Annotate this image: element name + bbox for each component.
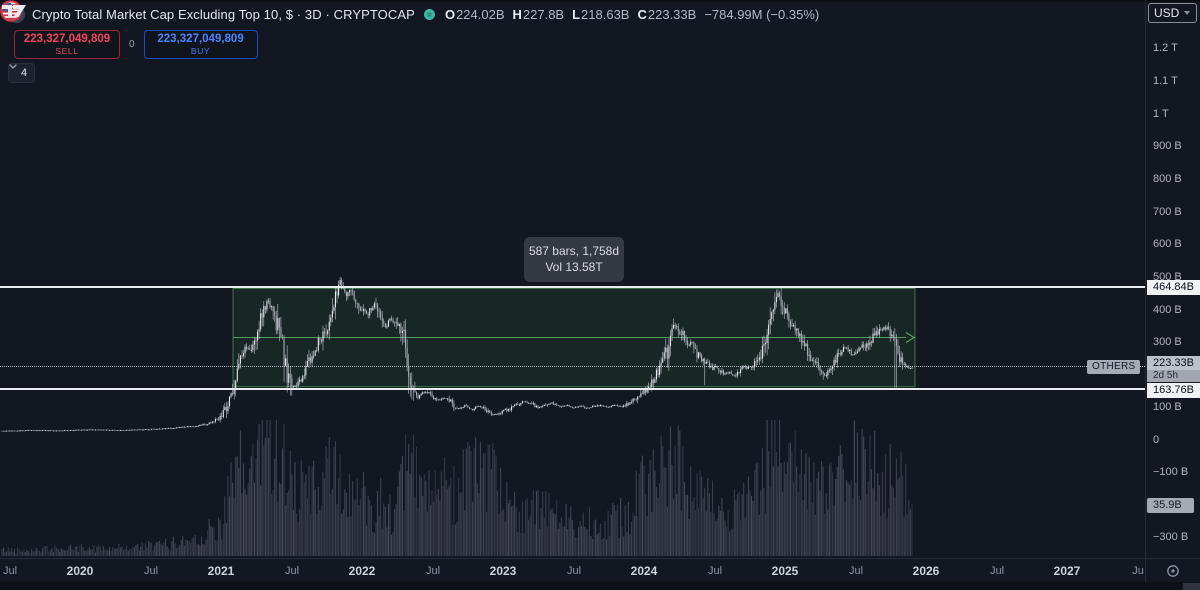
- chart-canvas[interactable]: [0, 0, 1145, 558]
- price-tick: 800 B: [1153, 173, 1182, 185]
- time-tick: 2026: [912, 563, 940, 578]
- buy-button[interactable]: 223,327,049,809 BUY: [143, 30, 258, 59]
- legend: C Crypto Total Market Cap Excluding Top …: [8, 6, 819, 23]
- price-tick: −300 B: [1153, 531, 1189, 543]
- series-name-label: OTHERS: [1087, 360, 1141, 374]
- chevron-down-icon: [1184, 11, 1191, 15]
- bar-countdown: 2d 5h: [1147, 370, 1200, 382]
- range-tooltip-bars: 587 bars, 1,758d: [528, 244, 620, 258]
- sell-button[interactable]: 223,327,049,809 SELL: [14, 30, 120, 59]
- time-tick: Jul: [848, 564, 864, 577]
- window-top-edge: [0, 0, 1200, 2]
- high-label: H: [512, 7, 522, 22]
- tradingview-logo-icon[interactable]: [0, 0, 30, 22]
- price-tick: 600 B: [1153, 238, 1182, 250]
- time-tick: Jul: [425, 564, 441, 577]
- time-tick: 2027: [1053, 563, 1081, 578]
- price-tick: 700 B: [1153, 206, 1182, 218]
- symbol-title[interactable]: Crypto Total Market Cap Excluding Top 10…: [32, 7, 415, 22]
- currency-button[interactable]: USD: [1148, 3, 1197, 23]
- high-value: 227.8B: [522, 7, 565, 22]
- time-tick: Ju: [1132, 564, 1144, 577]
- ohlc-values: O 224.02B H 227.8B L 218.63B C 223.33B −…: [445, 7, 819, 22]
- price-tick: −100 B: [1153, 466, 1189, 478]
- price-tick: 1.2 T: [1153, 42, 1178, 54]
- range-bottom-line[interactable]: [0, 388, 1145, 390]
- range-top-line[interactable]: [0, 286, 1145, 288]
- range-top-badge: 464.84B: [1147, 280, 1200, 295]
- price-tick: 300 B: [1153, 336, 1182, 348]
- low-label: L: [572, 7, 581, 22]
- time-axis[interactable]: Jul 2020 Jul 2021 Jul 2022 Jul 2023 Jul 2024 Jul 20…: [0, 558, 1145, 582]
- time-tick: Jul: [284, 564, 300, 577]
- time-tick: Jul: [2, 564, 18, 577]
- currency-label: USD: [1154, 6, 1180, 20]
- trade-buttons: 223,327,049,809 SELL 0 223,327,049,809 B…: [14, 30, 258, 59]
- price-tick: 400 B: [1153, 304, 1182, 316]
- sell-price: 223,327,049,809: [23, 33, 111, 45]
- time-tick: Jul: [143, 564, 159, 577]
- sell-label: SELL: [55, 46, 79, 56]
- last-price-badge: 223.33B 2d 5h: [1147, 356, 1200, 382]
- price-tick: 100 B: [1153, 401, 1182, 413]
- range-bottom-badge: 163.76B: [1147, 383, 1200, 398]
- price-tick: 0: [1153, 434, 1160, 446]
- settings-icon[interactable]: [1165, 563, 1181, 579]
- buy-label: BUY: [190, 46, 211, 56]
- close-label: C: [637, 7, 647, 22]
- scrollbar-corner: [1183, 583, 1200, 590]
- open-label: O: [444, 7, 456, 22]
- object-tree-widget[interactable]: 4: [8, 63, 36, 83]
- time-tick: Jul: [707, 564, 723, 577]
- chevron-down-icon: [9, 64, 17, 69]
- chart-area[interactable]: 587 bars, 1,758d Vol 13.58T OTHERS C Cry…: [0, 0, 1145, 558]
- time-tick: 2020: [66, 563, 94, 578]
- close-value: 223.33B: [647, 7, 697, 22]
- time-tick: 2024: [630, 563, 658, 578]
- last-price-value: 223.33B: [1147, 356, 1200, 370]
- bottom-strip: [0, 582, 1200, 590]
- volume-badge: 35.9B: [1147, 498, 1194, 513]
- range-tooltip-volume: Vol 13.58T: [545, 260, 603, 274]
- time-tick: 2025: [771, 563, 799, 578]
- price-tick: 1 T: [1153, 108, 1169, 120]
- time-tick: 2021: [207, 563, 235, 578]
- time-tick: Jul: [989, 564, 1005, 577]
- time-tick: 2023: [489, 563, 517, 578]
- last-price-line: [0, 366, 1145, 367]
- axis-corner[interactable]: [1145, 558, 1200, 582]
- change-value: −784.99M (−0.35%): [704, 7, 820, 22]
- spread-value: 0: [129, 39, 135, 50]
- price-tick: 1.1 T: [1153, 75, 1178, 87]
- time-tick: 2022: [348, 563, 376, 578]
- range-tooltip: 587 bars, 1,758d Vol 13.58T: [524, 237, 624, 282]
- price-tick: 900 B: [1153, 140, 1182, 152]
- time-tick: Jul: [566, 564, 582, 577]
- open-value: 224.02B: [456, 7, 505, 22]
- buy-price: 223,327,049,809: [157, 33, 244, 45]
- object-count: 4: [21, 67, 28, 79]
- low-value: 218.63B: [581, 7, 630, 22]
- market-status-icon[interactable]: [423, 9, 435, 20]
